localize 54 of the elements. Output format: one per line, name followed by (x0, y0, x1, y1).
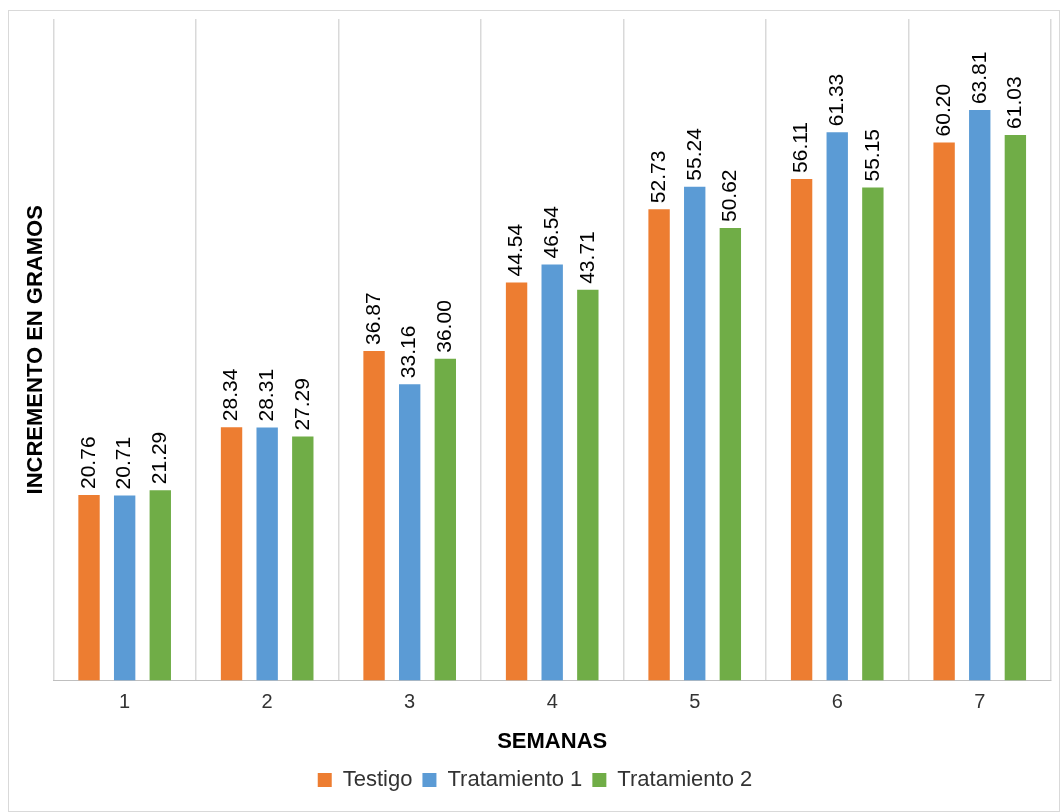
y-axis-title: INCREMENTO EN GRAMOS (22, 205, 48, 495)
data-label: 43.71 (574, 231, 598, 284)
data-label: 46.54 (539, 205, 562, 259)
bar (719, 228, 742, 681)
x-tick-label: 1 (119, 690, 131, 713)
x-tick-label: 6 (831, 690, 843, 713)
bar (434, 358, 456, 681)
legend-label: Tratamiento 2 (617, 766, 753, 792)
data-label: 50.62 (717, 169, 741, 223)
bar (826, 132, 848, 681)
bar (113, 495, 136, 681)
x-tick-label: 7 (974, 690, 986, 713)
data-label: 33.16 (396, 325, 420, 379)
bar (256, 427, 278, 681)
data-label: 20.71 (111, 436, 135, 490)
x-tick-label: 3 (404, 690, 416, 713)
bar (541, 264, 563, 681)
bar (648, 209, 670, 681)
bar (220, 427, 243, 681)
x-tick-label: 5 (689, 690, 701, 713)
data-label: 61.33 (824, 73, 848, 127)
data-label: 52.73 (645, 150, 669, 204)
data-label: 36.00 (432, 300, 456, 353)
bar (577, 289, 599, 681)
legend-label: Tratamiento 1 (447, 766, 583, 792)
data-label: 27.29 (289, 378, 313, 431)
bar (790, 178, 813, 681)
data-label: 55.24 (681, 127, 705, 181)
bar (933, 142, 955, 681)
x-axis-title: SEMANAS (497, 727, 608, 753)
bar (862, 187, 884, 681)
bar (78, 494, 100, 681)
x-tick-label: 4 (546, 690, 558, 713)
legend-label: Testigo (342, 766, 413, 792)
bar (292, 436, 314, 681)
bar (1004, 134, 1027, 681)
data-label: 28.31 (253, 368, 277, 422)
bar (149, 490, 171, 681)
bar (363, 350, 385, 681)
bar (684, 186, 706, 681)
data-label: 21.29 (147, 431, 171, 485)
data-label: 44.54 (503, 223, 527, 277)
data-label: 60.20 (930, 83, 954, 137)
data-label: 36.87 (360, 292, 384, 345)
x-tick-label: 2 (261, 690, 273, 713)
data-label: 20.76 (75, 436, 99, 489)
bar (399, 384, 421, 681)
data-label: 56.11 (788, 121, 812, 173)
bar (505, 282, 528, 681)
data-label: 61.03 (1002, 76, 1026, 129)
data-label: 63.81 (966, 51, 990, 105)
data-label: 55.15 (859, 128, 883, 182)
data-label: 28.34 (218, 368, 242, 422)
bar (969, 110, 991, 681)
